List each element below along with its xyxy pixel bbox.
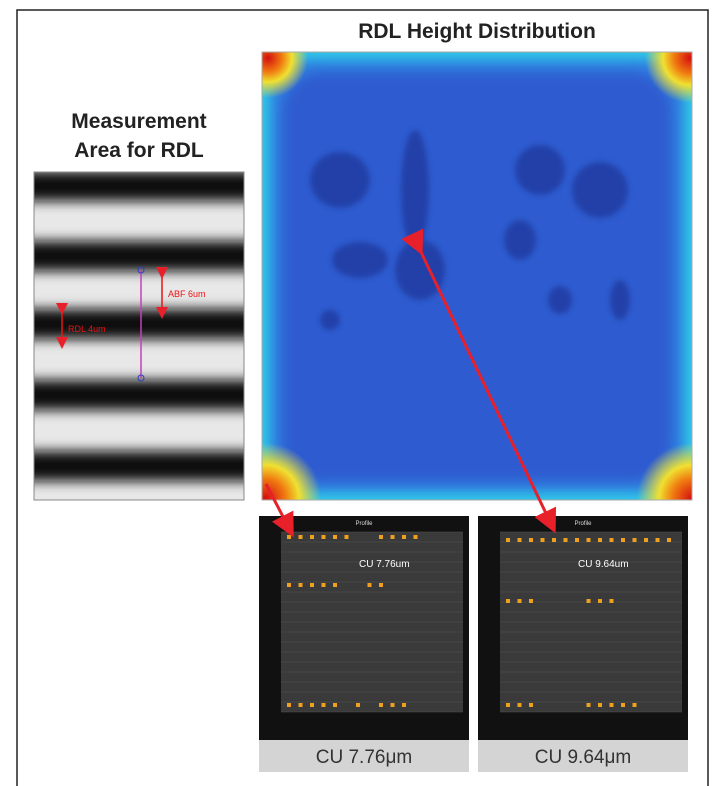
profile-point (529, 599, 533, 603)
profile-point (621, 703, 625, 707)
blob (401, 130, 429, 250)
profile-point (391, 535, 395, 539)
profile-point (506, 599, 510, 603)
profile-point (310, 703, 314, 707)
blob (548, 286, 572, 314)
title: RDL Height Distribution (358, 20, 596, 43)
profile-point (541, 538, 545, 542)
blob (515, 145, 565, 195)
profile-point (518, 703, 522, 707)
profile-point (287, 535, 291, 539)
blob (320, 310, 340, 330)
profile-point (414, 535, 418, 539)
profile-point (633, 538, 637, 542)
profile-point (587, 599, 591, 603)
profile-point (610, 599, 614, 603)
profile-point (598, 538, 602, 542)
profile-point (379, 703, 383, 707)
stripe (20, 309, 260, 339)
blob (610, 280, 630, 320)
profile-point (587, 703, 591, 707)
profile-point (667, 538, 671, 542)
profile-point (287, 583, 291, 587)
profile-point (333, 703, 337, 707)
profile-point (402, 535, 406, 539)
profile-point (333, 535, 337, 539)
profile-point (322, 535, 326, 539)
stripe (20, 451, 260, 481)
profile-point (379, 583, 383, 587)
profile-point (564, 538, 568, 542)
profile-point (610, 703, 614, 707)
profile-point (356, 703, 360, 707)
profile-point (322, 703, 326, 707)
profile-label: CU 7.76um (359, 559, 410, 570)
blob (572, 162, 628, 218)
profile-title: Profile (355, 521, 373, 527)
profile-point (333, 583, 337, 587)
profile-point (518, 538, 522, 542)
measurement-image (20, 171, 260, 500)
profile-point (506, 538, 510, 542)
blob (395, 240, 445, 300)
profile-point (322, 583, 326, 587)
profile-point (621, 538, 625, 542)
profile-point (529, 538, 533, 542)
profile-point (506, 703, 510, 707)
profile-point (379, 535, 383, 539)
profile-point (310, 583, 314, 587)
profile-title: Profile (574, 521, 592, 527)
profile-point (575, 538, 579, 542)
profile-point (299, 703, 303, 707)
measurement-title: Measurement (71, 110, 206, 133)
profile-point (518, 599, 522, 603)
profile-point (402, 703, 406, 707)
profile-point (587, 538, 591, 542)
profile-label: CU 9.64um (578, 559, 629, 570)
stripe (20, 241, 260, 271)
profile-point (598, 599, 602, 603)
profile-point (310, 535, 314, 539)
profile-point (368, 583, 372, 587)
profile-point (633, 703, 637, 707)
profile-point (391, 703, 395, 707)
heatmap (211, 13, 724, 553)
blob (504, 220, 536, 260)
profile-point (598, 703, 602, 707)
profile-point (529, 703, 533, 707)
page: RDL Height Distribution Measurement Area… (0, 0, 724, 786)
blob (310, 152, 370, 208)
measurement-title: Area for RDL (74, 139, 204, 162)
profile-point (299, 583, 303, 587)
stripe (20, 171, 260, 201)
annotation: ABF 6um (168, 289, 206, 299)
profile-point (552, 538, 556, 542)
profile-point (610, 538, 614, 542)
profile-point (656, 538, 660, 542)
profile-point (644, 538, 648, 542)
profile-point (345, 535, 349, 539)
profile-point (299, 535, 303, 539)
annotation: RDL 4um (68, 324, 106, 334)
caption: CU 7.76μm (316, 747, 412, 768)
caption: CU 9.64μm (535, 747, 631, 768)
blob (332, 242, 388, 278)
stripe (20, 380, 260, 410)
profile-point (287, 703, 291, 707)
figure: RDL Height Distribution Measurement Area… (0, 0, 724, 786)
